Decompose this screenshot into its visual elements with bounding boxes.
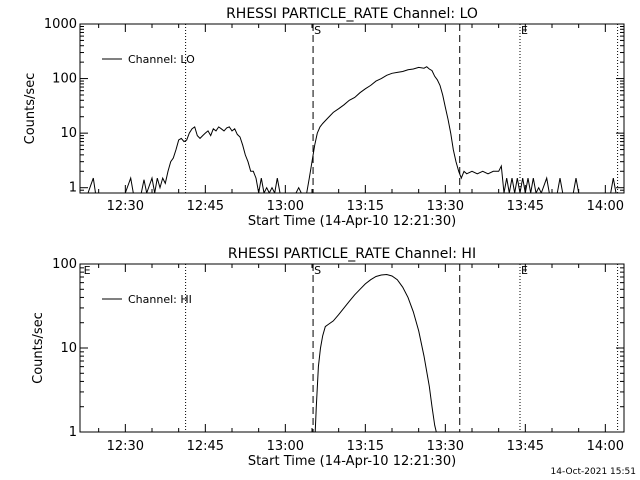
series-line — [314, 273, 437, 432]
plot-frame — [79, 263, 625, 433]
x-tick-label: 14:00 — [587, 439, 624, 454]
x-tick-label: 12:30 — [107, 439, 144, 454]
x-tick-label: 13:15 — [347, 439, 384, 454]
marker-label: E — [84, 264, 91, 277]
x-tick-label: 13:15 — [347, 199, 384, 214]
marker-label: E — [521, 24, 528, 37]
chart-title: RHESSI PARTICLE_RATE Channel: LO — [226, 6, 478, 22]
marker-label: E — [521, 264, 528, 277]
legend-label: Channel: HI — [128, 293, 192, 306]
x-tick-label: 14:00 — [587, 199, 624, 214]
y-tick-label: 100 — [52, 257, 77, 272]
x-tick-label: 13:45 — [507, 199, 544, 214]
footer-timestamp: 14-Oct-2021 15:51 — [551, 467, 636, 477]
y-tick-label: 10 — [60, 341, 77, 356]
plot-frame — [79, 23, 625, 194]
x-tick-label: 13:30 — [427, 199, 464, 214]
series-line — [85, 66, 617, 193]
marker-label: S — [314, 24, 321, 37]
plot-channel-hi: RHESSI PARTICLE_RATE Channel: HI Start Ti… — [31, 246, 625, 469]
plot-channel-lo: RHESSI PARTICLE_RATE Channel: LO Start Ti… — [23, 6, 625, 229]
y-tick-label: 1 — [69, 181, 77, 196]
chart-title: RHESSI PARTICLE_RATE Channel: HI — [228, 246, 476, 262]
marker-label: S — [314, 264, 321, 277]
x-tick-label: 13:45 — [507, 439, 544, 454]
y-tick-label: 100 — [52, 72, 77, 87]
x-tick-label: 12:45 — [187, 199, 224, 214]
x-tick-label: 12:30 — [107, 199, 144, 214]
x-tick-label: 13:00 — [267, 199, 304, 214]
x-axis-label: Start Time (14-Apr-10 12:21:30) — [248, 454, 456, 469]
y-tick-label: 1 — [69, 425, 77, 440]
x-tick-label: 13:30 — [427, 439, 464, 454]
y-tick-label: 10 — [60, 126, 77, 141]
y-axis-label: Counts/sec — [31, 312, 46, 384]
x-tick-label: 12:45 — [187, 439, 224, 454]
x-tick-label: 13:00 — [267, 439, 304, 454]
legend-label: Channel: LO — [128, 53, 195, 66]
y-axis-label: Counts/sec — [23, 73, 38, 145]
x-axis-label: Start Time (14-Apr-10 12:21:30) — [248, 214, 456, 229]
y-tick-label: 1000 — [44, 17, 77, 32]
